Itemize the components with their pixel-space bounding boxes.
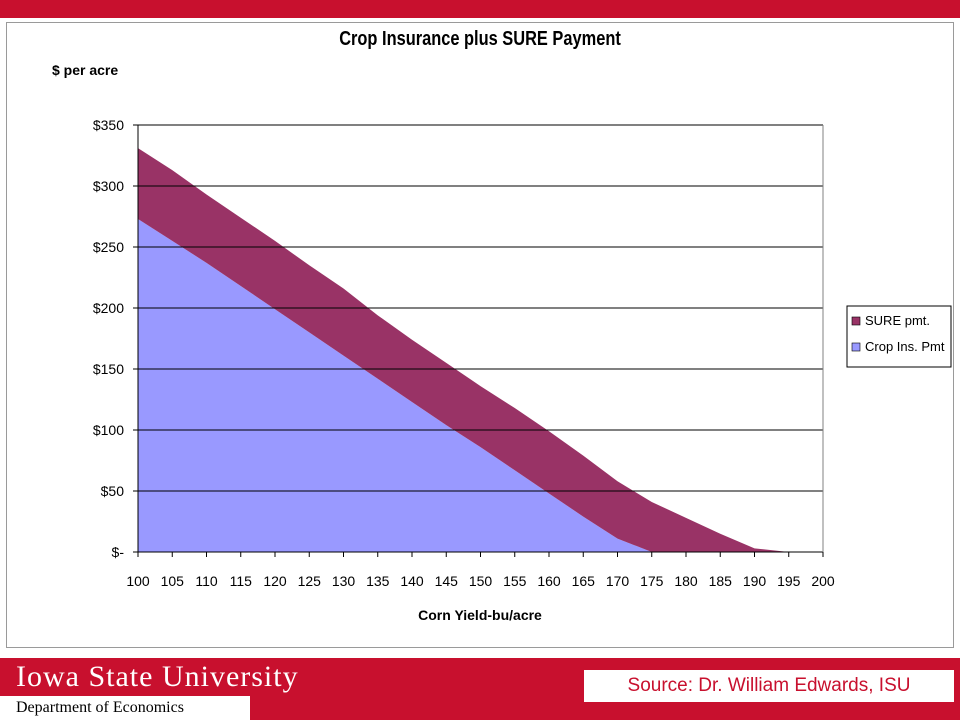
y-tick-label: $- <box>112 544 125 560</box>
legend-label: Crop Ins. Pmt <box>865 339 945 354</box>
y-tick-label: $250 <box>93 239 124 255</box>
x-tick-label: 115 <box>230 573 253 589</box>
y-tick-label: $150 <box>93 361 124 377</box>
y-tick-label: $200 <box>93 300 124 316</box>
x-tick-label: 180 <box>674 573 698 589</box>
x-axis-label: Corn Yield-bu/acre <box>418 607 542 623</box>
university-wordmark: Iowa State University <box>16 660 299 693</box>
x-tick-label: 150 <box>469 573 493 589</box>
x-tick-label: 140 <box>400 573 424 589</box>
x-tick-label: 195 <box>777 573 801 589</box>
x-tick-label: 120 <box>263 573 287 589</box>
y-tick-label: $50 <box>101 483 125 499</box>
y-axis-label: $ per acre <box>52 62 119 78</box>
x-tick-label: 100 <box>126 573 150 589</box>
chart-canvas: $- $50 $100 $150 $200 $250 $300 $350 100 105 110 1… <box>93 117 952 589</box>
department-label: Department of Economics <box>0 696 250 720</box>
x-tick-label: 135 <box>366 573 390 589</box>
x-tick-label: 130 <box>332 573 356 589</box>
legend-swatch <box>851 342 861 352</box>
x-tick-label: 160 <box>537 573 561 589</box>
x-tick-label: 110 <box>195 573 218 589</box>
x-tick-label: 200 <box>811 573 835 589</box>
x-tick-label: 170 <box>606 573 630 589</box>
legend-swatch <box>851 316 861 326</box>
chart-title: Crop Insurance plus SURE Payment <box>339 28 621 50</box>
x-tick-label: 185 <box>709 573 733 589</box>
x-tick-label: 155 <box>503 573 527 589</box>
top-accent-bar <box>0 0 960 18</box>
x-tick-label: 145 <box>435 573 459 589</box>
y-tick-label: $350 <box>93 117 124 133</box>
legend-box <box>846 305 952 368</box>
x-tick-label: 105 <box>161 573 185 589</box>
x-tick-label: 175 <box>640 573 664 589</box>
y-tick-label: $100 <box>93 422 124 438</box>
x-tick-label: 165 <box>572 573 596 589</box>
area-series-crop-ins-pmt <box>138 218 823 552</box>
x-tick-label: 125 <box>298 573 322 589</box>
y-tick-label: $300 <box>93 178 124 194</box>
legend-label: SURE pmt. <box>865 313 930 328</box>
footer-rule <box>0 658 960 662</box>
source-note: Source: Dr. William Edwards, ISU <box>584 670 954 702</box>
x-tick-label: 190 <box>743 573 767 589</box>
